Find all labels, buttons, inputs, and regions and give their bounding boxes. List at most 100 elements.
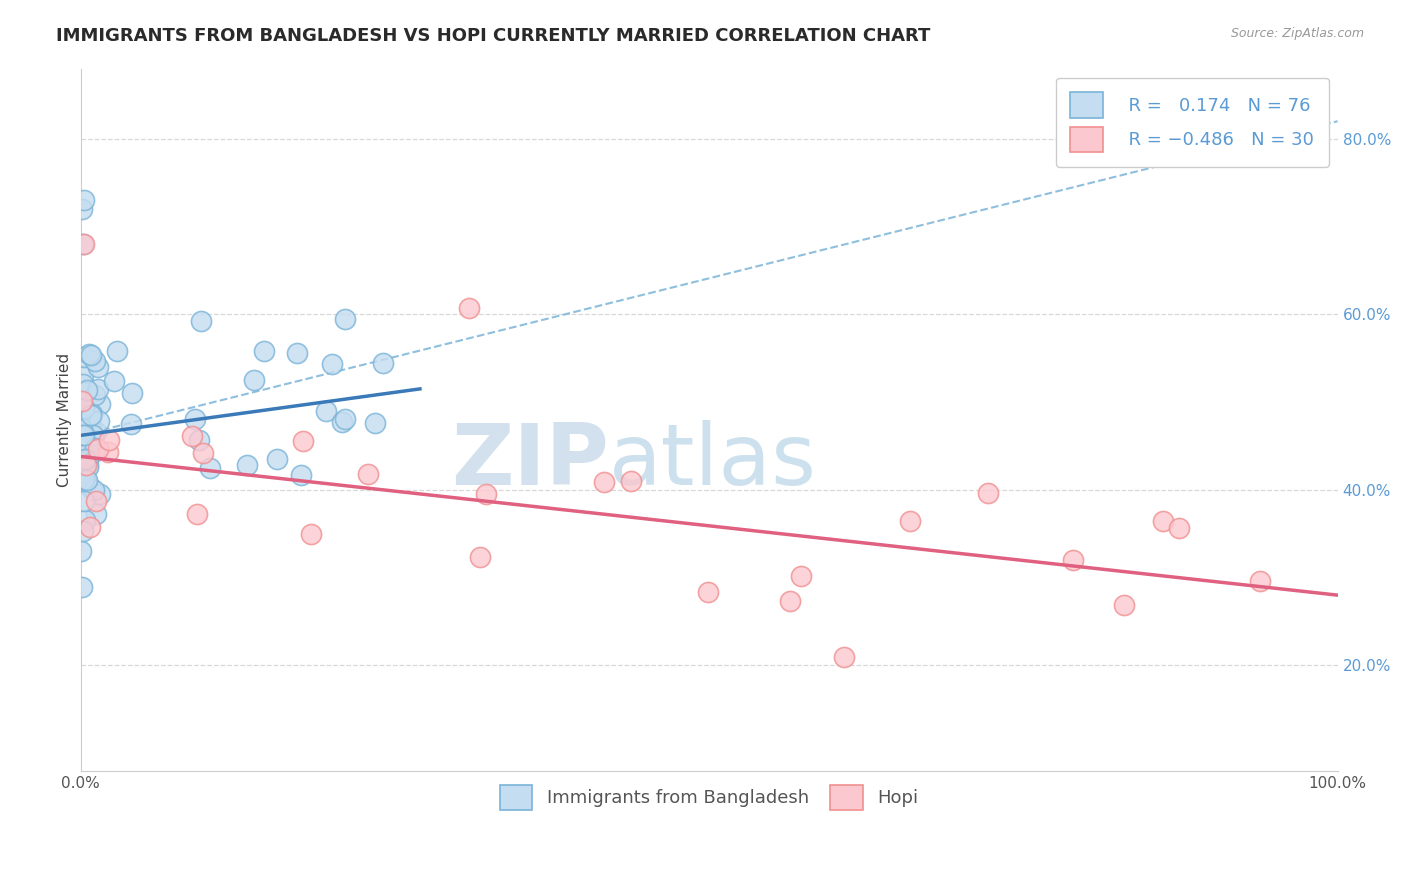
Point (73, 493, 96, 508)
Point (72, 524, 94, 538)
Point (253, 343, 276, 358)
Point (70, 393, 93, 408)
Point (321, 357, 343, 371)
Point (80, 408, 103, 422)
Point (84, 388, 107, 402)
Point (86, 425, 108, 439)
Point (834, 649, 856, 664)
Point (75, 385, 97, 400)
Point (103, 374, 125, 388)
Point (592, 475, 614, 490)
Point (72, 452, 94, 467)
Point (83, 483, 105, 498)
Point (357, 467, 380, 482)
Point (779, 594, 801, 608)
Point (87, 382, 110, 396)
Point (619, 474, 641, 488)
Point (80, 481, 103, 495)
Point (75, 513, 97, 527)
Point (98, 433, 121, 447)
Point (87, 442, 110, 457)
Point (80, 348, 103, 362)
Point (73, 428, 96, 442)
Point (76, 460, 98, 475)
Point (77, 452, 100, 467)
Legend: Immigrants from Bangladesh, Hopi: Immigrants from Bangladesh, Hopi (485, 771, 934, 825)
Y-axis label: Currently Married: Currently Married (58, 352, 72, 487)
Point (330, 415, 353, 429)
Point (285, 346, 308, 360)
Point (70, 428, 93, 442)
Text: IMMIGRANTS FROM BANGLADESH VS HOPI CURRENTLY MARRIED CORRELATION CHART: IMMIGRANTS FROM BANGLADESH VS HOPI CURRE… (56, 27, 931, 45)
Point (83, 353, 105, 368)
Point (183, 412, 205, 426)
Point (1112, 598, 1135, 612)
Point (475, 487, 498, 501)
Point (73, 450, 96, 465)
Point (291, 434, 314, 448)
Point (335, 312, 357, 326)
Point (80, 409, 103, 423)
Point (457, 301, 479, 316)
Point (105, 343, 128, 358)
Point (72, 237, 94, 252)
Text: ZIP: ZIP (451, 420, 609, 503)
Point (79, 417, 101, 431)
Point (77, 347, 100, 361)
Point (790, 568, 813, 582)
Point (898, 515, 921, 529)
Point (89, 397, 111, 411)
Point (77, 458, 100, 472)
Point (200, 461, 222, 475)
Point (76, 384, 98, 398)
Point (1167, 521, 1189, 535)
Point (299, 527, 322, 541)
Point (76, 473, 98, 487)
Point (315, 404, 337, 418)
Point (186, 507, 208, 521)
Point (977, 485, 1000, 500)
Point (190, 314, 212, 328)
Point (73, 237, 96, 252)
Point (468, 549, 491, 564)
Point (80, 407, 103, 421)
Point (82, 427, 104, 442)
Point (72, 368, 94, 383)
Point (84, 508, 107, 522)
Point (72, 401, 94, 415)
Point (76, 444, 98, 458)
Point (121, 385, 143, 400)
Point (72, 376, 94, 391)
Point (70, 543, 93, 558)
Point (73, 350, 96, 364)
Point (97, 445, 120, 459)
Text: atlas: atlas (609, 420, 817, 503)
Point (188, 433, 211, 447)
Point (75, 458, 97, 472)
Point (84, 441, 107, 455)
Point (120, 417, 142, 431)
Point (89, 414, 111, 428)
Point (89, 487, 111, 501)
Point (79, 519, 101, 533)
Point (70, 580, 93, 594)
Point (75, 451, 97, 466)
Point (84, 494, 107, 508)
Point (236, 458, 259, 472)
Point (70, 450, 93, 464)
Point (243, 373, 266, 387)
Point (87, 359, 110, 374)
Point (1152, 514, 1174, 528)
Point (290, 467, 312, 482)
Point (72, 442, 94, 457)
Text: Source: ZipAtlas.com: Source: ZipAtlas.com (1230, 27, 1364, 40)
Point (76, 437, 98, 451)
Point (70, 202, 93, 216)
Point (364, 416, 387, 430)
Point (1249, 574, 1271, 588)
Point (191, 446, 214, 460)
Point (181, 429, 204, 443)
Point (75, 473, 97, 487)
Point (72, 422, 94, 436)
Point (73, 193, 96, 207)
